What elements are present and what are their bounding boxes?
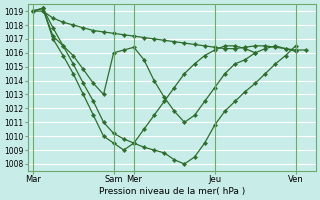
X-axis label: Pression niveau de la mer( hPa ): Pression niveau de la mer( hPa ) (99, 187, 245, 196)
